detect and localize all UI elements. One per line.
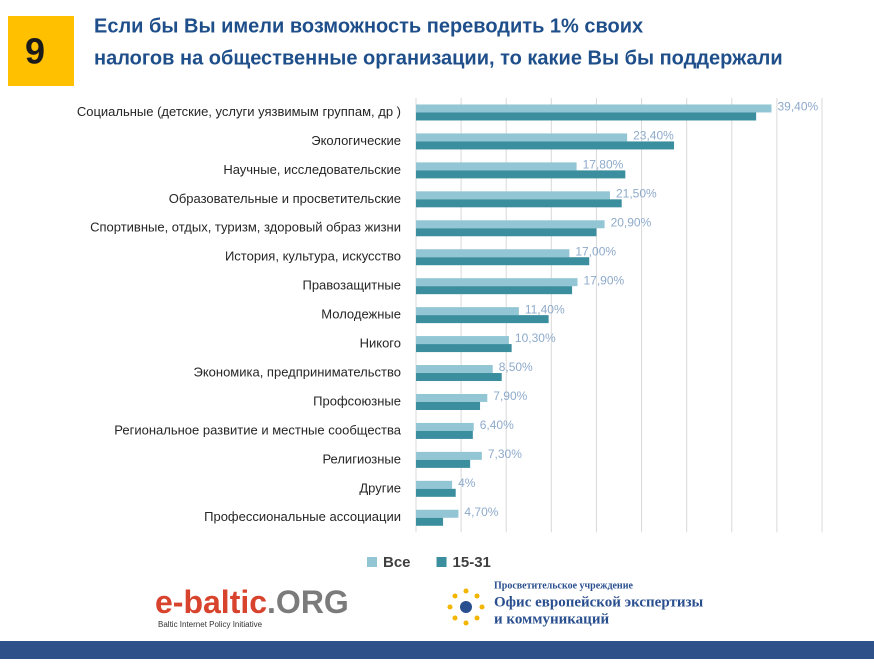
bar: [416, 517, 444, 526]
value-label: 7,30%: [488, 447, 522, 461]
bar: [416, 220, 605, 229]
category-label: Спортивные, отдых, туризм, здоровый обра…: [90, 220, 401, 235]
bar: [416, 133, 628, 142]
bar: [416, 344, 512, 353]
bar: [416, 401, 481, 410]
category-label: Экономика, предпринимательство: [193, 364, 401, 379]
title-line: Если бы Вы имели возможность переводить …: [94, 15, 643, 37]
category-label: Другие: [359, 480, 401, 495]
bar: [416, 480, 453, 489]
category-label: Региональное развитие и местные сообщест…: [114, 422, 401, 437]
legend-swatch: [436, 557, 447, 567]
legend-swatch: [367, 557, 377, 567]
bar: [416, 104, 772, 113]
bar: [416, 488, 456, 497]
legend-label: Все: [383, 554, 411, 571]
bar: [416, 373, 502, 382]
value-label: 11,40%: [525, 302, 565, 316]
category-label: Никого: [360, 336, 401, 351]
category-label: Образовательные и просветительские: [169, 191, 401, 206]
value-label: 39,40%: [777, 100, 818, 114]
bar: [416, 393, 488, 402]
logo-right-line: Просветительское учреждение: [494, 580, 633, 591]
number-box: [8, 16, 74, 86]
logo-right-line: Офис европейской экспертизы: [494, 594, 704, 610]
value-label: 4,70%: [464, 505, 498, 519]
bar: [416, 422, 474, 431]
plot: Социальные (детские, услуги уязвимым гру…: [77, 98, 823, 533]
value-label: 21,50%: [616, 186, 657, 200]
bar: [416, 112, 757, 121]
slide-number: 9: [25, 31, 45, 72]
category-label: История, культура, искусство: [225, 249, 401, 264]
value-label: 4%: [458, 476, 476, 490]
category-label: Социальные (детские, услуги уязвимым гру…: [77, 104, 401, 119]
logo-right-line: и коммуникаций: [494, 611, 609, 627]
legend: Все 15-31: [367, 554, 491, 571]
bar: [416, 459, 471, 468]
bar: [416, 257, 590, 266]
bar: [416, 336, 509, 345]
value-label: 6,40%: [480, 418, 514, 432]
category-label: Молодежные: [321, 307, 401, 322]
bar: [416, 430, 473, 439]
logo-left: e-baltic.ORG: [155, 584, 349, 620]
bar: [416, 278, 578, 287]
value-label: 20,90%: [611, 215, 652, 229]
value-label: 7,90%: [493, 389, 527, 403]
value-label: 23,40%: [633, 129, 674, 143]
bar: [416, 199, 622, 208]
bar: [416, 451, 482, 460]
logo-name: e-baltic: [155, 584, 267, 620]
category-label: Профессиональные ассоциации: [204, 509, 401, 524]
category-label: Профсоюзные: [313, 393, 401, 408]
category-label: Экологические: [311, 133, 401, 148]
bar: [416, 228, 597, 237]
value-label: 8,50%: [499, 360, 533, 374]
bar: [416, 286, 573, 295]
value-label: 17,90%: [583, 273, 624, 287]
value-label: 17,80%: [583, 158, 624, 172]
logo-suffix: .ORG: [267, 584, 349, 620]
value-label: 10,30%: [515, 331, 556, 345]
bar: [416, 315, 549, 324]
bar: [416, 307, 519, 316]
category-label: Научные, исследовательские: [223, 162, 401, 177]
value-label: 17,00%: [575, 244, 616, 258]
title-line: налогов на общественные организации, то …: [94, 47, 783, 69]
bar: [416, 162, 577, 171]
category-label: Правозащитные: [302, 278, 401, 293]
logo-icon: [447, 588, 485, 626]
logo-tagline: Baltic Internet Policy Initiative: [158, 620, 263, 629]
bar: [416, 191, 610, 200]
bar: [416, 141, 675, 150]
bar: [416, 509, 459, 518]
bar: [416, 249, 570, 258]
category-label: Религиозные: [322, 451, 401, 466]
legend-label: 15-31: [453, 554, 491, 571]
bar: [416, 365, 493, 374]
footer-bar: [0, 641, 874, 659]
bar: [416, 170, 626, 179]
